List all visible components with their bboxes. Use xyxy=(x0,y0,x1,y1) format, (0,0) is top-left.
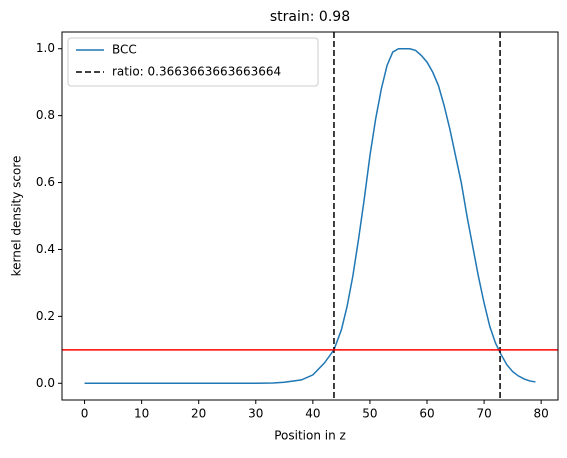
legend-label: BCC xyxy=(112,43,137,57)
legend-box xyxy=(67,37,319,87)
y-axis-label: kernel density score xyxy=(10,156,24,277)
x-tick-label: 30 xyxy=(248,407,263,421)
x-tick-label: 70 xyxy=(476,407,491,421)
y-tick-label: 0.2 xyxy=(36,309,55,323)
x-tick-label: 80 xyxy=(534,407,549,421)
plot-frame xyxy=(61,31,559,401)
x-tick-label: 20 xyxy=(191,407,206,421)
x-tick-label: 40 xyxy=(305,407,320,421)
y-tick-label: 0.0 xyxy=(36,376,55,390)
y-tick-label: 0.8 xyxy=(36,108,55,122)
y-tick-label: 0.4 xyxy=(36,242,55,256)
x-tick-label: 60 xyxy=(419,407,434,421)
x-tick-label: 10 xyxy=(134,407,149,421)
y-tick-label: 1.0 xyxy=(36,41,55,55)
x-tick-label: 50 xyxy=(362,407,377,421)
x-axis-label: Position in z xyxy=(274,429,346,443)
legend-label: ratio: 0.3663663663663664 xyxy=(112,65,281,79)
y-tick-label: 0.6 xyxy=(36,175,55,189)
x-tick-label: 0 xyxy=(81,407,89,421)
data-line xyxy=(84,47,536,385)
chart-title: strain: 0.98 xyxy=(270,9,350,25)
